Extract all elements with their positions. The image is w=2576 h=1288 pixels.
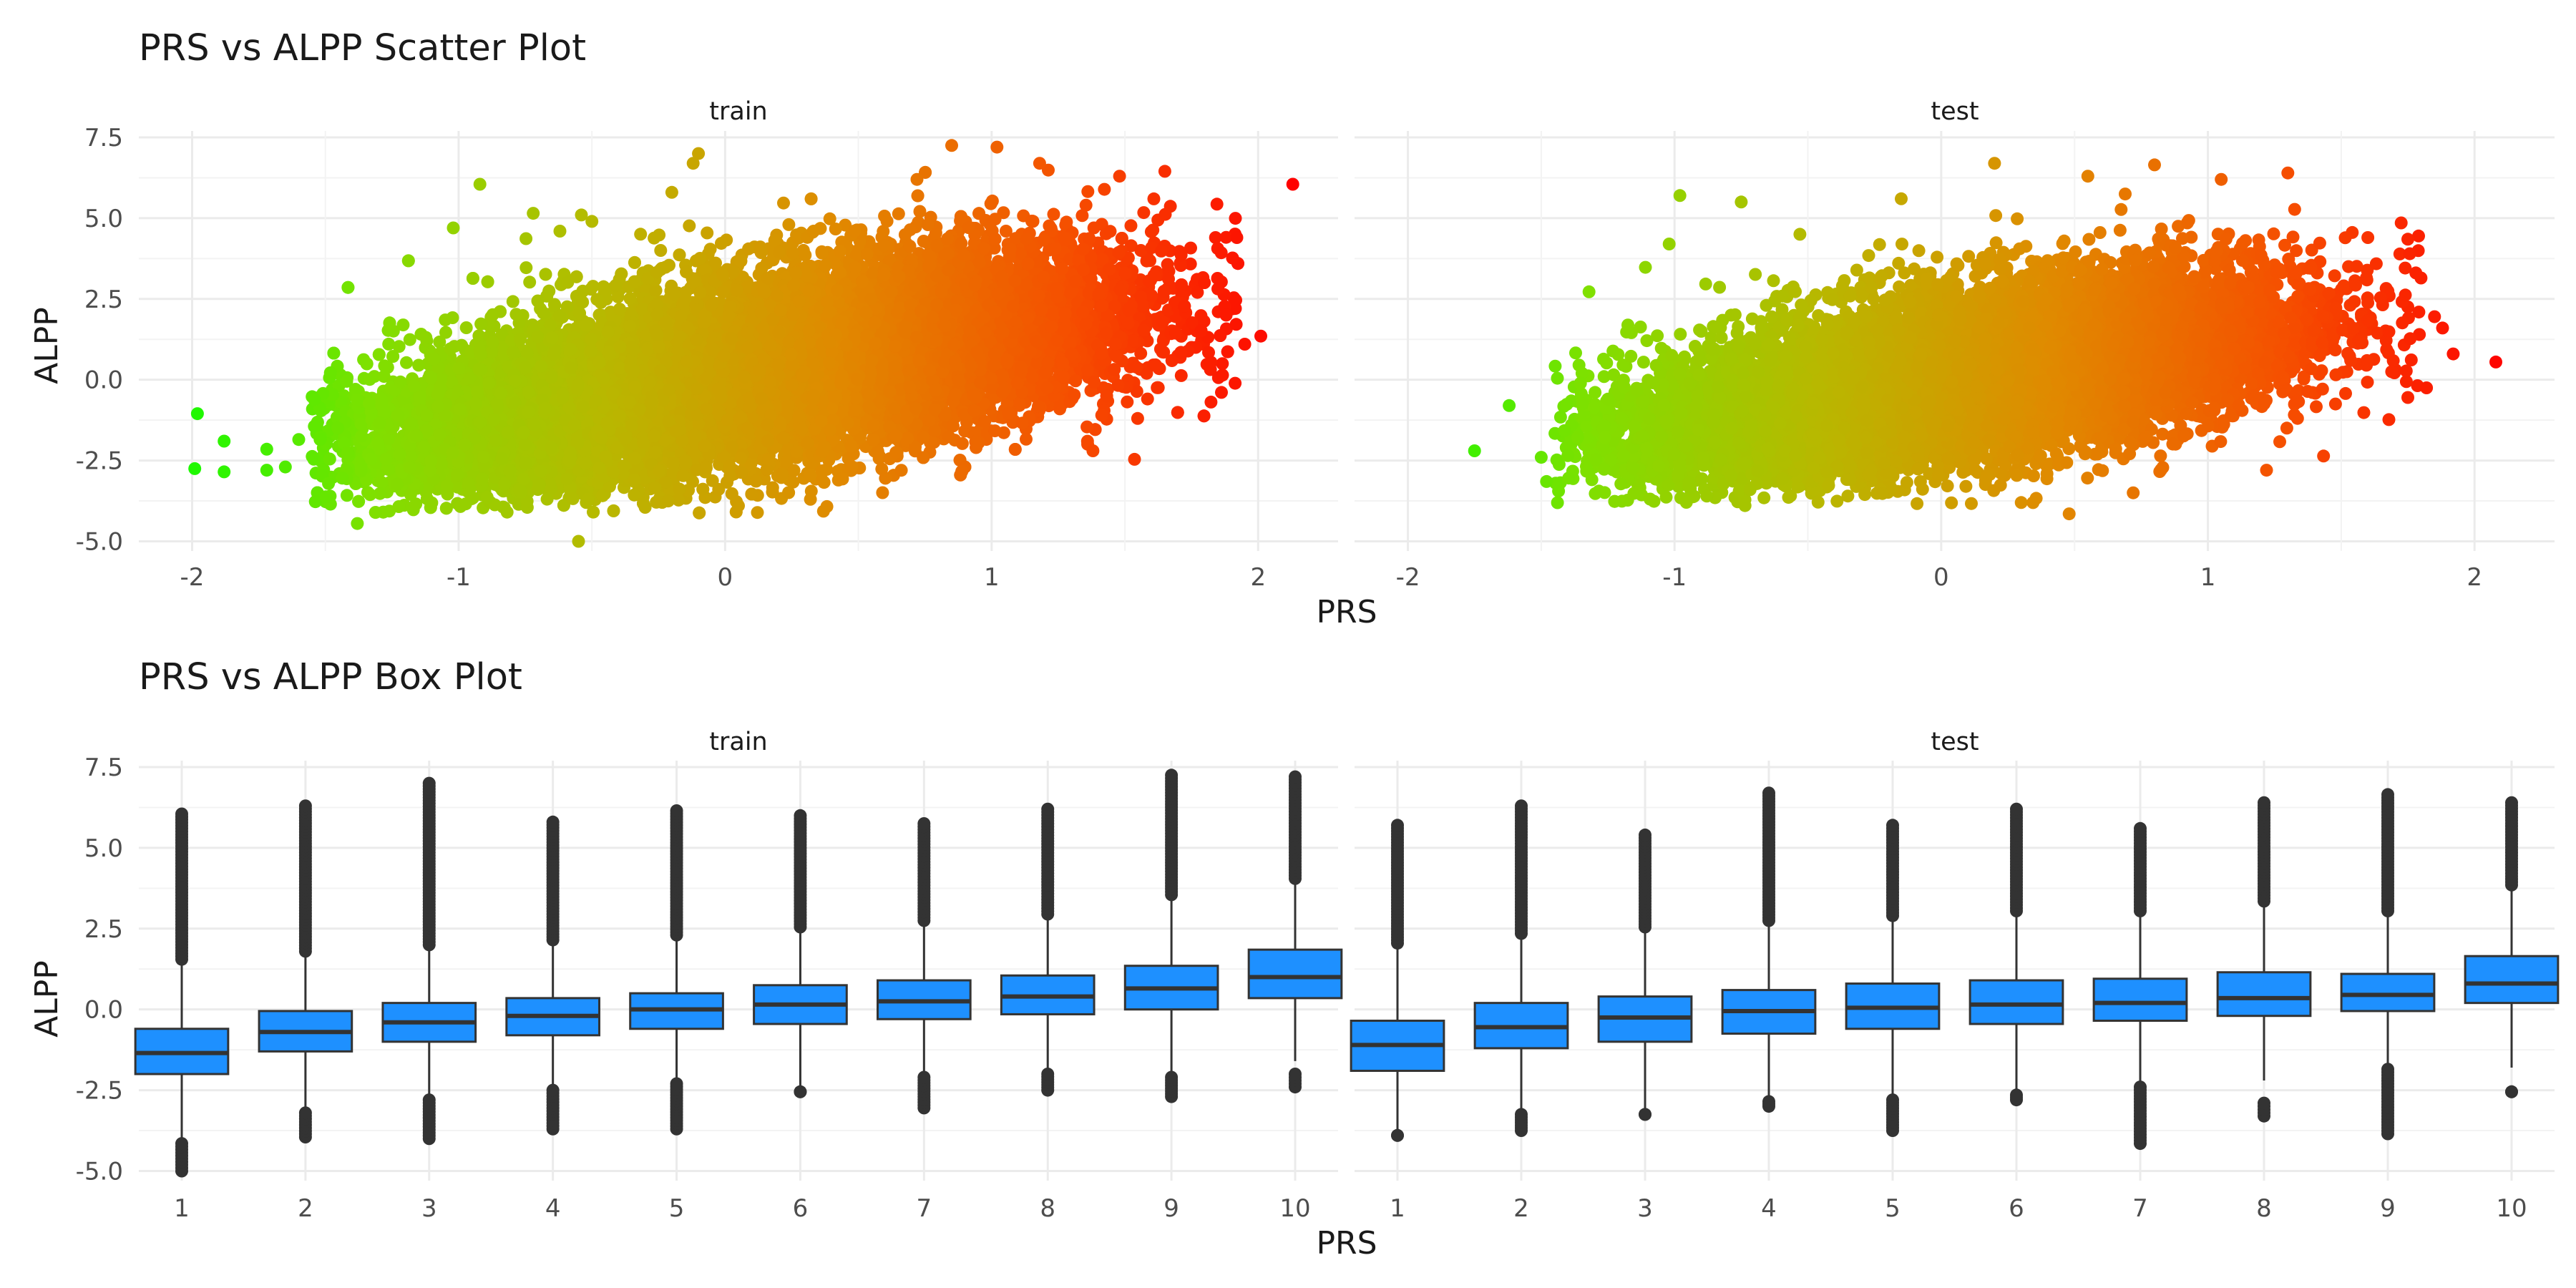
scatter-point xyxy=(816,504,830,518)
scatter-strip-train: train xyxy=(709,97,767,126)
scatter-point xyxy=(400,356,413,369)
scatter-point xyxy=(523,275,537,289)
scatter-point xyxy=(1184,257,1197,270)
scatter-point xyxy=(396,318,410,332)
scatter-point xyxy=(1128,452,1141,466)
scatter-point xyxy=(459,321,473,334)
scatter-point xyxy=(403,333,416,346)
scatter-strip-test: test xyxy=(1931,97,1979,126)
scatter-plot-title: PRS vs ALPP Scatter Plot xyxy=(139,27,586,69)
scatter-panel-train xyxy=(139,131,1338,551)
scatter-point xyxy=(777,196,790,210)
scatter-plot-section: PRS vs ALPP Scatter Plot train test 7.55… xyxy=(29,27,2555,630)
scatter-point xyxy=(1229,376,1242,390)
scatter-point xyxy=(654,244,668,257)
